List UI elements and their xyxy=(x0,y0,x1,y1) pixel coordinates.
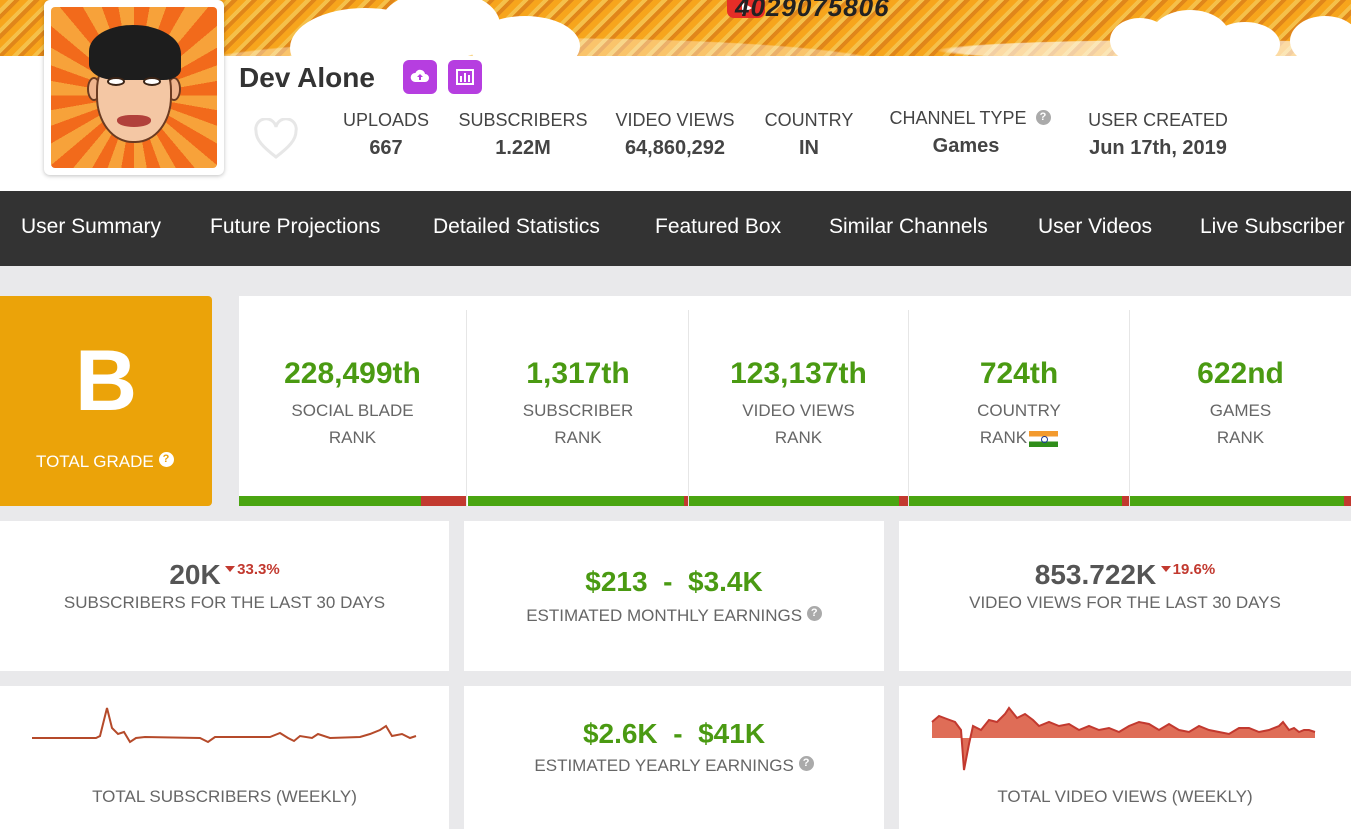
main-nav: User Summary Future Projections Detailed… xyxy=(0,191,1351,266)
card-total-video-views-weekly: TOTAL VIDEO VIEWS (WEEKLY) xyxy=(899,686,1351,829)
rank-social-blade: 228,499th SOCIAL BLADE RANK xyxy=(239,310,467,506)
rank-subscriber: 1,317th SUBSCRIBER RANK xyxy=(468,310,689,506)
card-total-subscribers-weekly: TOTAL SUBSCRIBERS (WEEKLY) xyxy=(0,686,449,829)
channel-header: Dev Alone UPLOADS 667 SUBSCRIBERS 1.22M … xyxy=(0,0,1351,191)
subscribers-sparkline xyxy=(32,707,417,744)
nav-featured-box[interactable]: Featured Box xyxy=(655,215,782,238)
yearly-earnings-help-icon[interactable]: ? xyxy=(798,756,814,771)
card-monthly-earnings: $213 - $3.4K ESTIMATED MONTHLY EARNINGS … xyxy=(464,521,884,671)
nav-live-subscriber[interactable]: Live Subscriber xyxy=(1200,215,1345,238)
rank-progress-bar xyxy=(468,496,688,506)
grade-help-icon[interactable]: ? xyxy=(158,452,174,467)
ranks-panel: 228,499th SOCIAL BLADE RANK 1,317th SUBSC… xyxy=(239,296,1351,506)
monthly-earnings-help-icon[interactable]: ? xyxy=(806,606,822,621)
avatar xyxy=(44,0,224,175)
card-video-views-30-days: 853.722K 19.6% VIDEO VIEWS FOR THE LAST … xyxy=(899,521,1351,671)
nav-user-videos[interactable]: User Videos xyxy=(1038,215,1153,238)
rank-progress-bar xyxy=(1130,496,1351,506)
india-flag-icon xyxy=(1029,430,1059,447)
stat-channel-type: CHANNEL TYPE ? Games xyxy=(880,108,1060,158)
stat-user-created: USER CREATED Jun 17th, 2019 xyxy=(1088,110,1228,159)
nav-future-projections[interactable]: Future Projections xyxy=(210,215,381,238)
favorite-heart-icon[interactable] xyxy=(253,118,299,160)
channel-banner: 4029075806 xyxy=(0,0,1351,56)
rank-progress-bar xyxy=(239,496,466,506)
rank-progress-bar xyxy=(689,496,908,506)
stats-badge-icon[interactable] xyxy=(448,60,482,94)
grade-label: TOTAL GRADE xyxy=(36,452,154,471)
rank-games: 622nd GAMES RANK xyxy=(1130,310,1351,506)
rank-video-views: 123,137th VIDEO VIEWS RANK xyxy=(689,310,909,506)
banner-number: 4029075806 xyxy=(735,0,890,22)
stat-subscribers: SUBSCRIBERS 1.22M xyxy=(458,110,588,159)
stat-uploads: UPLOADS 667 xyxy=(342,110,430,159)
total-grade-box: B TOTAL GRADE ? xyxy=(0,296,212,506)
rank-progress-bar xyxy=(909,496,1129,506)
channel-type-help-icon[interactable]: ? xyxy=(1035,110,1051,125)
channel-name: Dev Alone xyxy=(239,62,375,93)
nav-similar-channels[interactable]: Similar Channels xyxy=(829,215,988,238)
card-yearly-earnings: $2.6K - $41K ESTIMATED YEARLY EARNINGS ? xyxy=(464,686,884,829)
grade-letter: B xyxy=(74,333,138,429)
video-views-sparkline xyxy=(931,706,1316,771)
upload-badge-icon[interactable] xyxy=(403,60,437,94)
nav-detailed-statistics[interactable]: Detailed Statistics xyxy=(433,215,600,238)
card-subscribers-30-days: 20K 33.3% SUBSCRIBERS FOR THE LAST 30 DA… xyxy=(0,521,449,671)
stat-video-views: VIDEO VIEWS 64,860,292 xyxy=(615,110,735,159)
youtube-logo-icon xyxy=(727,0,765,18)
stat-country: COUNTRY IN xyxy=(764,110,854,159)
nav-user-summary[interactable]: User Summary xyxy=(21,215,162,238)
rank-country: 724th COUNTRY RANK xyxy=(909,310,1130,506)
